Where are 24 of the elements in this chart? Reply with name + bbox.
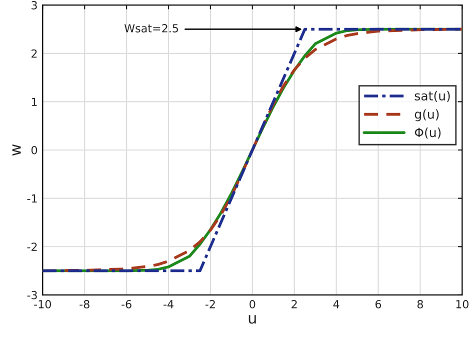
legend-label: Φ(u) [414, 128, 441, 139]
y-tick-label: 3 [32, 1, 37, 10]
y-tick-label: 2 [32, 49, 37, 58]
y-axis-title: w [12, 144, 21, 156]
x-tick-label: 10 [456, 300, 468, 308]
x-tick-label: -10 [34, 300, 51, 308]
x-tick-label: 6 [375, 300, 382, 308]
x-tick-label: -6 [122, 300, 132, 308]
y-tick-label: -2 [27, 242, 37, 251]
x-axis-title: u [248, 314, 256, 324]
y-tick-label: 1 [32, 98, 37, 106]
legend-label: g(u) [414, 109, 439, 122]
x-tick-label: 2 [292, 300, 297, 308]
x-tick-label: 0 [250, 300, 256, 308]
y-tick-label: 0 [31, 146, 38, 154]
x-tick-label: -4 [164, 300, 174, 308]
legend-label: sat(u) [414, 90, 450, 102]
x-tick-label: 4 [333, 300, 340, 308]
y-tick-label: -3 [27, 290, 37, 300]
x-tick-label: -8 [80, 300, 90, 308]
x-tick-label: 8 [417, 300, 423, 308]
x-tick-label: -2 [205, 300, 215, 308]
y-tick-label: -1 [27, 194, 37, 203]
annotation: Wsat=2.5 [124, 24, 178, 32]
